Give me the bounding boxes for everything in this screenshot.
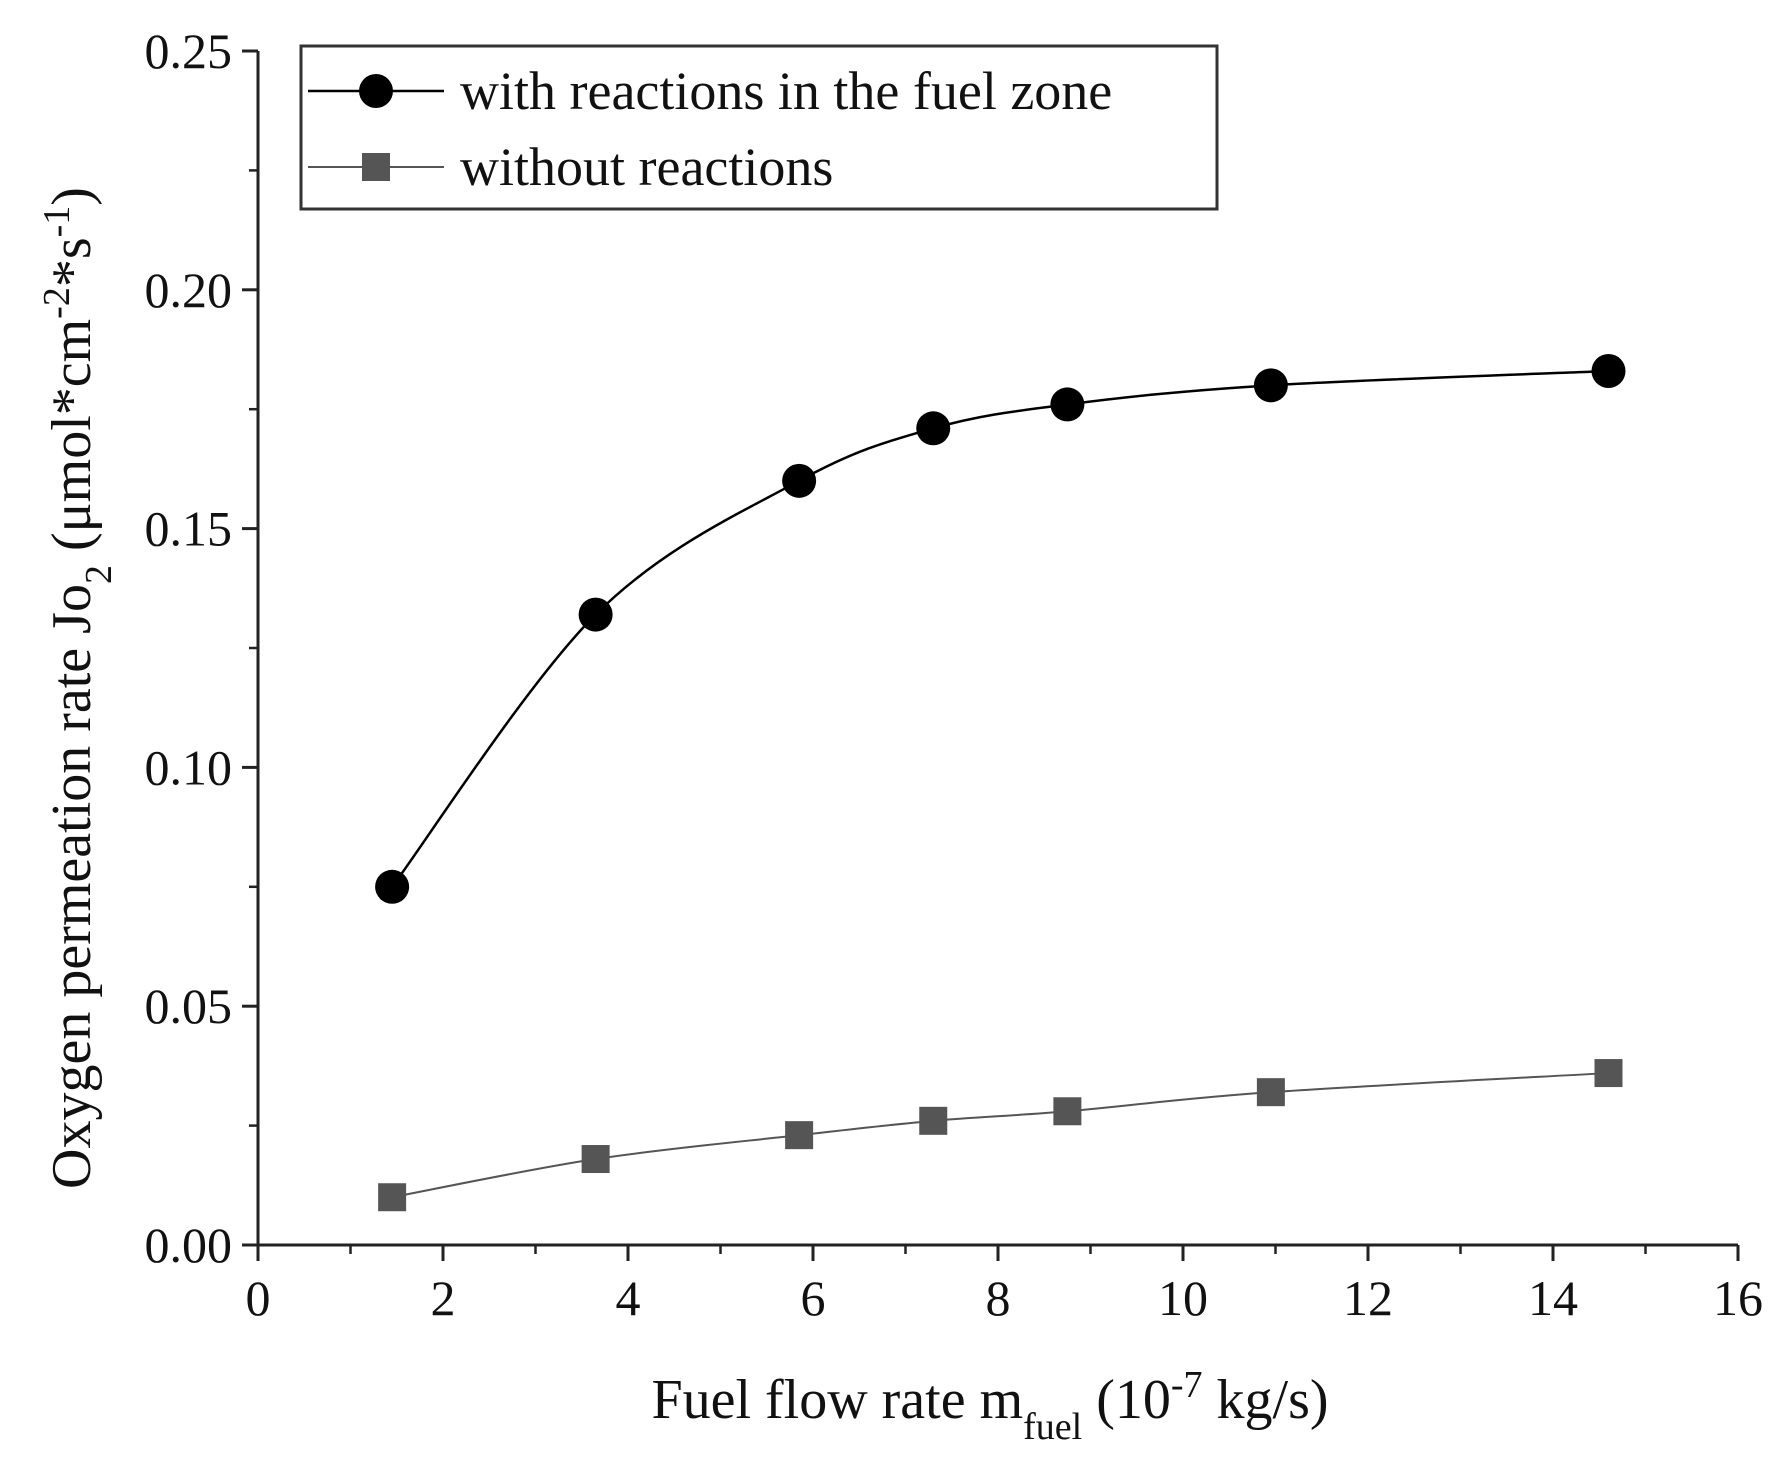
- x-tick-label-2: 2: [431, 1270, 456, 1326]
- x-axis-title-sub: fuel: [1023, 1406, 1082, 1448]
- legend-marker-square: [362, 153, 390, 181]
- series-0: [375, 353, 1626, 904]
- data-point-circle-3: [916, 411, 951, 446]
- data-point-circle-0: [375, 869, 410, 904]
- x-tick-label-8: 8: [986, 1270, 1011, 1326]
- data-point-square-2: [785, 1121, 814, 1150]
- series-layer: [375, 353, 1626, 1212]
- y-axis-title: Oxygen permeation rate Jo2 (μmol*cm-2*s-…: [36, 187, 120, 1189]
- legend-box: [299, 44, 1219, 211]
- data-point-circle-5: [1253, 368, 1288, 403]
- data-point-square-0: [378, 1183, 407, 1212]
- y-axis-title-sub: 2: [78, 565, 120, 584]
- data-point-square-6: [1594, 1059, 1623, 1088]
- y-tick-label-0.10: 0.10: [145, 739, 233, 795]
- x-axis-title-sup: -7: [1171, 1364, 1203, 1406]
- series-1: [378, 1059, 1623, 1212]
- x-tick-label-14: 14: [1528, 1270, 1578, 1326]
- data-point-circle-6: [1591, 353, 1626, 388]
- axes: 0 2 4 6 8 10 12 14 16 0.00 0.05 0.10 0.15 0.20 0.25: [145, 23, 1764, 1326]
- data-point-square-5: [1256, 1078, 1285, 1107]
- series-line-1: [391, 1072, 1609, 1199]
- y-axis-title-main: Oxygen permeation rate Jo: [41, 584, 103, 1189]
- y-axis-title-sup2: -1: [36, 206, 78, 238]
- x-tick-label-0: 0: [246, 1270, 271, 1326]
- legend-marker-circle: [359, 74, 393, 108]
- series-line-0: [391, 369, 1609, 888]
- x-axis-title-main: Fuel flow rate m: [651, 1369, 1023, 1431]
- x-tick-label-10: 10: [1158, 1270, 1208, 1326]
- legend-entry-with-reactions: with reactions in the fuel zone: [308, 61, 1112, 121]
- y-tick-label-0.00: 0.00: [145, 1217, 233, 1273]
- legend-label-with-reactions: with reactions in the fuel zone: [460, 61, 1112, 121]
- x-tick-label-4: 4: [616, 1270, 641, 1326]
- legend-label-without-reactions: without reactions: [460, 137, 833, 197]
- legend-entry-without-reactions: without reactions: [308, 137, 833, 197]
- y-axis-title-mid: *s: [41, 237, 103, 287]
- y-axis-title-sup1: -2: [36, 287, 78, 319]
- data-point-circle-1: [578, 597, 613, 632]
- legend: with reactions in the fuel zone without …: [299, 44, 1219, 211]
- data-point-square-4: [1053, 1097, 1082, 1126]
- x-tick-label-12: 12: [1343, 1270, 1393, 1326]
- y-tick-label-0.05: 0.05: [145, 978, 233, 1034]
- x-axis-title: Fuel flow rate mfuel (10-7 kg/s): [651, 1364, 1328, 1448]
- x-tick-label-6: 6: [801, 1270, 826, 1326]
- y-axis-title-paren: (μmol*cm: [41, 319, 103, 565]
- x-axis-title-paren: (10: [1082, 1369, 1171, 1431]
- data-point-circle-2: [782, 463, 817, 498]
- data-point-square-1: [581, 1145, 610, 1174]
- y-tick-label-0.20: 0.20: [145, 262, 233, 318]
- x-tick-label-16: 16: [1713, 1270, 1763, 1326]
- data-point-circle-4: [1050, 387, 1085, 422]
- data-point-square-3: [919, 1106, 948, 1135]
- y-tick-label-0.15: 0.15: [145, 501, 233, 557]
- y-tick-label-0.25: 0.25: [145, 23, 233, 79]
- x-axis-title-units: kg/s): [1203, 1369, 1329, 1431]
- y-axis-title-close: ): [41, 187, 103, 206]
